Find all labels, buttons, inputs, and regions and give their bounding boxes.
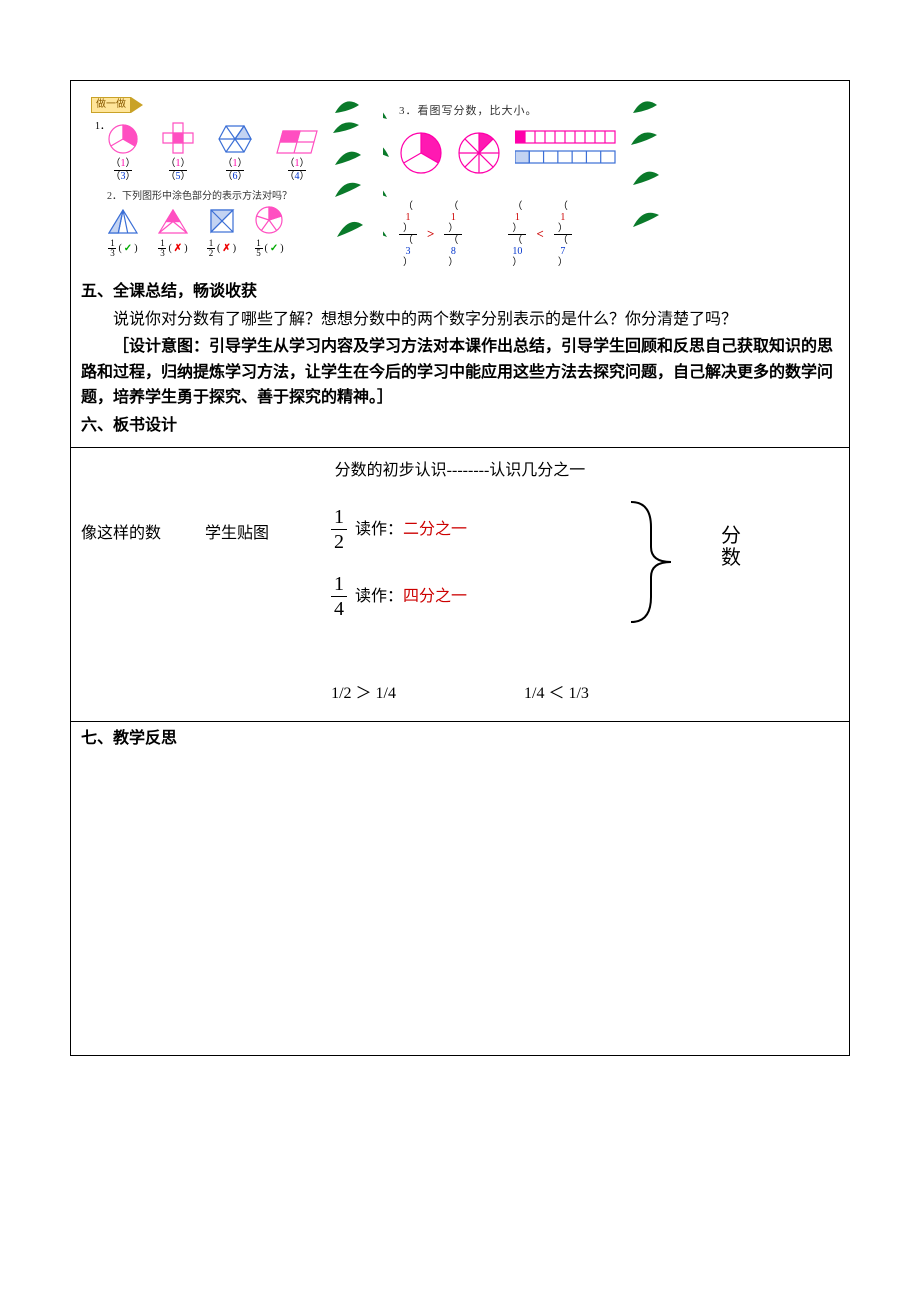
section5-body: 说说你对分数有了哪些了解？想想分数中的两个数字分别表示的是什么？你分清楚了吗？ — [81, 307, 839, 333]
strips — [515, 127, 625, 180]
q2-shape-1: 13(✓) — [107, 207, 139, 258]
q2-title: 2．下列图形中涂色部分的表示方法对吗？ — [107, 189, 292, 205]
section6-heading: 六、板书设计 — [81, 413, 839, 439]
compare-2-op: < — [536, 224, 543, 245]
q1-frac-1: （1）（3） — [111, 159, 136, 182]
big-circle-eighths — [457, 131, 501, 175]
board-body: 像这样的数 学生贴图 12 读作：二分之一 — [81, 487, 839, 677]
brace-icon — [621, 497, 681, 627]
section-5: 五、全课总结，畅谈收获 说说你对分数有了哪些了解？想想分数中的两个数字分别表示的… — [81, 279, 839, 411]
shape-cross-fifths: （1）（5） — [161, 121, 195, 182]
slide-2: 3．看图写分数，比大小。 — [383, 91, 663, 273]
big-frac-half: 12 — [331, 507, 347, 552]
bamboo-decoration — [325, 91, 365, 273]
q1-frac-3: （1）（6） — [223, 159, 248, 182]
arrow-icon — [131, 97, 143, 113]
shape-circle-thirds: （1）（3） — [107, 123, 139, 182]
compare-2: （1）（10） < （1）（7） — [508, 201, 571, 268]
shape-hexagon-sixths: （1）（6） — [217, 123, 253, 182]
board-left-2: 学生贴图 — [205, 525, 269, 542]
section5-design-intent: ［设计意图：引导学生从学习内容及学习方法对本课作出总结，引导学生回顾和反思自己获… — [81, 334, 839, 411]
q1-shapes: （1）（3） （1）（5） — [107, 121, 319, 182]
board-frac-row-1: 12 读作：二分之一 — [331, 507, 467, 552]
board-read-1: 读作：二分之一 — [355, 517, 467, 543]
section5-heading: 五、全课总结，畅谈收获 — [81, 279, 839, 305]
q1-frac-2: （1）（5） — [166, 159, 191, 182]
big-circle-thirds — [399, 131, 443, 175]
q2-shape-3: 12(✗) — [207, 207, 236, 258]
board-fractions: 12 读作：二分之一 14 读作：四分之一 — [331, 507, 467, 619]
compare-1: （1）（3） > （1）（8） — [399, 201, 462, 268]
section7-heading: 七、教学反思 — [71, 722, 849, 756]
main-body-cell: 做一做 1． （1）（3） — [71, 81, 849, 447]
slide2-shapes — [399, 127, 625, 180]
board-cell: 分数的初步认识--------认识几分之一 像这样的数 学生贴图 12 读作：二… — [71, 448, 849, 721]
compare-1-op: > — [427, 224, 434, 245]
document-table: 做一做 1． （1）（3） — [70, 80, 850, 1056]
board-read-2: 读作：四分之一 — [355, 584, 467, 610]
page: 做一做 1． （1）（3） — [0, 0, 920, 1116]
q1-frac-4: （1）（4） — [285, 159, 310, 182]
slide1-label: 做一做 — [91, 97, 143, 113]
bamboo-decoration-right — [623, 91, 663, 273]
q2-shape-2: 13(✗) — [157, 207, 189, 258]
slide1-label-text: 做一做 — [91, 97, 131, 113]
section7-empty-area — [71, 755, 849, 1055]
board-title: 分数的初步认识--------认识几分之一 — [81, 458, 839, 484]
brace-label: 分 数 — [721, 525, 741, 569]
shape-parallelogram-quarters: （1）（4） — [275, 129, 319, 182]
q2-shapes: 13(✓) 13(✗) — [107, 205, 284, 258]
slide-1: 做一做 1． （1）（3） — [85, 91, 365, 273]
slides-row: 做一做 1． （1）（3） — [81, 87, 839, 277]
q2-shape-4: 15(✓) — [254, 205, 284, 258]
board-left-labels: 像这样的数 学生贴图 — [81, 521, 309, 547]
board-left-1: 像这样的数 — [81, 525, 161, 542]
slide2-compares: （1）（3） > （1）（8） （1）（10） < （1）（7） — [399, 201, 572, 268]
slide2-title: 3．看图写分数，比大小。 — [399, 103, 538, 121]
big-frac-quarter: 14 — [331, 574, 347, 619]
board-frac-row-2: 14 读作：四分之一 — [331, 574, 467, 619]
board-compare-row: 1/2 ＞ 1/4 1/4 ＜ 1/3 — [81, 681, 839, 707]
